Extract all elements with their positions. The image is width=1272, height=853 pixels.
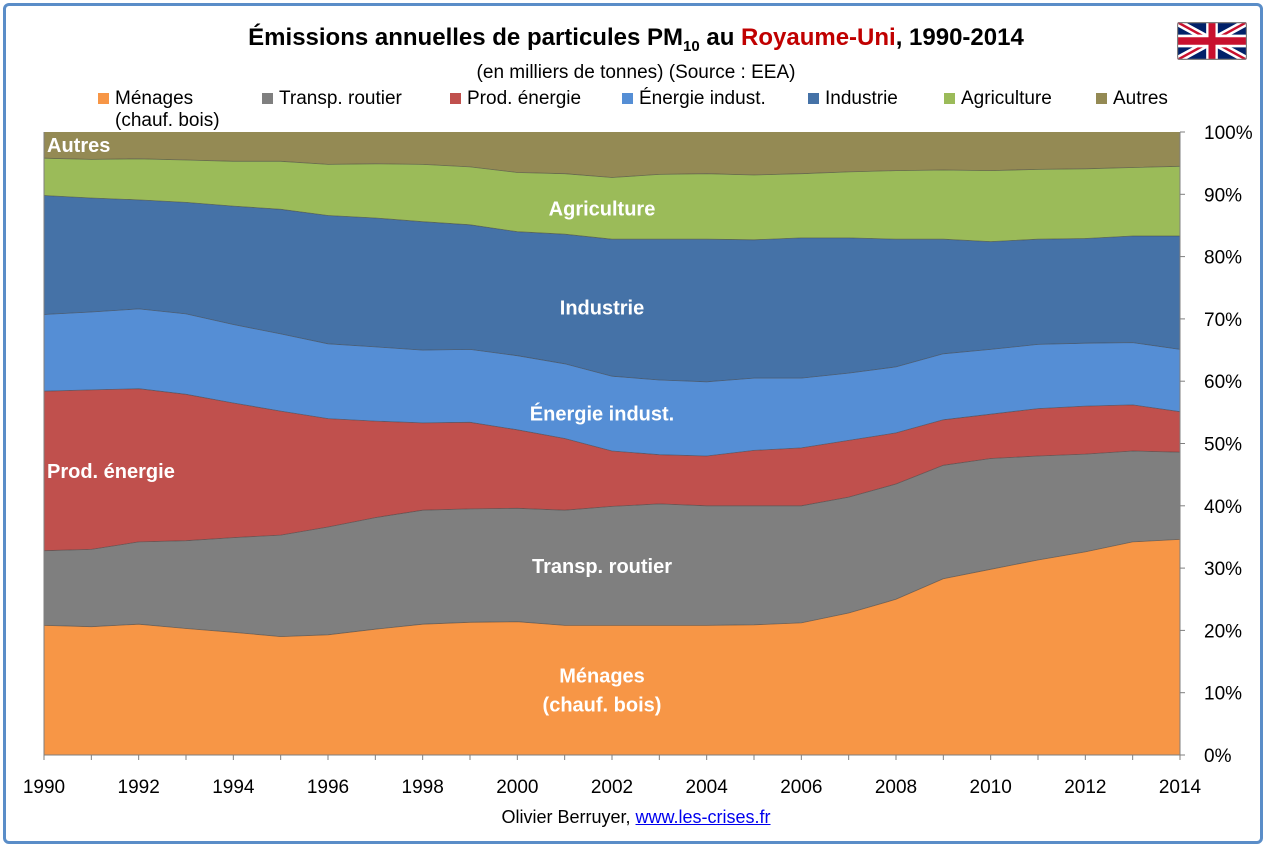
x-tick-label: 2012 [1064, 777, 1106, 798]
chart-subtitle: (en milliers de tonnes) (Source : EEA) [476, 62, 796, 83]
area-label-menages-chauf-bois: (chauf. bois) [543, 695, 662, 717]
legend-label: Ménages (chauf. bois) [115, 88, 220, 131]
boundary-transp-routier [43, 450, 1181, 552]
credit-line: Olivier Berruyer, www.les-crises.fr [0, 807, 1272, 828]
x-tick-label: 2008 [875, 777, 917, 798]
legend-label: Prod. énergie [467, 88, 582, 109]
x-tick-label: 1992 [118, 777, 160, 798]
legend-swatch [450, 93, 461, 104]
y-tick-label: 70% [1204, 310, 1242, 331]
legend-label: Agriculture [961, 88, 1052, 109]
y-tick-label: 100% [1204, 123, 1253, 144]
y-tick-label: 40% [1204, 497, 1242, 518]
legend-label: Énergie indust. [639, 88, 766, 109]
legend-swatch [808, 93, 819, 104]
legend-label: Transp. routier [279, 88, 402, 109]
x-tick-label: 1990 [23, 777, 65, 798]
legend-item-energie-indust: Énergie indust. [622, 88, 766, 110]
y-tick-label: 30% [1204, 559, 1242, 580]
legend-swatch [1096, 93, 1107, 104]
boundary-energie-indust [43, 308, 1181, 383]
legend-label: Autres [1113, 88, 1168, 109]
legend-label: Industrie [825, 88, 898, 109]
title-subscript: 10 [682, 37, 700, 55]
legend-item-menages-chauf-bois: Ménages (chauf. bois) [98, 88, 220, 132]
legend-swatch [622, 93, 633, 104]
x-tick-label: 1994 [212, 777, 255, 798]
y-tick-label: 10% [1204, 684, 1242, 705]
boundary-prod-energie [43, 388, 1181, 457]
legend-item-prod-energie: Prod. énergie [450, 88, 581, 110]
y-tick-label: 0% [1204, 746, 1232, 767]
area-label-menages-chauf-bois: Ménages [559, 666, 645, 688]
boundary-industrie [43, 195, 1180, 243]
boundary-agriculture [43, 157, 1181, 178]
area-label-prod-energie: Prod. énergie [47, 461, 175, 483]
area-energie-indust [44, 308, 1180, 456]
y-tick-label: 60% [1204, 372, 1242, 393]
area-label-industrie: Industrie [560, 298, 644, 320]
area-menages-chauf-bois [44, 539, 1180, 755]
area-prod-energie [44, 388, 1180, 551]
legend-item-industrie: Industrie [808, 88, 898, 110]
boundary-menages-chauf-bois [43, 539, 1181, 638]
x-tick-label: 2014 [1159, 777, 1202, 798]
x-tick-label: 2000 [496, 777, 538, 798]
legend-item-agriculture: Agriculture [944, 88, 1052, 110]
area-label-agriculture: Agriculture [549, 198, 656, 220]
legend-swatch [98, 93, 109, 104]
x-tick-label: 1996 [307, 777, 349, 798]
x-tick-label: 2002 [591, 777, 633, 798]
y-tick-label: 20% [1204, 621, 1242, 642]
x-tick-label: 1998 [402, 777, 444, 798]
credit-author: Olivier Berruyer, [501, 807, 636, 827]
legend-swatch [262, 93, 273, 104]
united-kingdom-flag-icon [1177, 22, 1247, 60]
area-label-energie-indust: Énergie indust. [530, 403, 674, 426]
legend-item-transp-routier: Transp. routier [262, 88, 402, 110]
x-tick-label: 2004 [686, 777, 729, 798]
x-tick-label: 2010 [970, 777, 1012, 798]
legend-swatch [944, 93, 955, 104]
y-tick-label: 90% [1204, 185, 1242, 206]
credit-link[interactable]: www.les-crises.fr [635, 807, 771, 827]
y-tick-label: 80% [1204, 248, 1242, 269]
legend-item-autres: Autres [1096, 88, 1168, 110]
area-autres [44, 132, 1180, 178]
x-tick-label: 2006 [780, 777, 822, 798]
title-country: Royaume-Uni [741, 24, 896, 51]
area-transp-routier [44, 451, 1180, 637]
y-tick-label: 50% [1204, 435, 1242, 456]
area-industrie [44, 195, 1180, 382]
area-label-autres: Autres [47, 135, 110, 157]
chart-title: Émissions annuelles de particules PM10 a… [248, 24, 1024, 55]
area-agriculture [44, 158, 1180, 242]
area-label-transp-routier: Transp. routier [532, 556, 672, 578]
